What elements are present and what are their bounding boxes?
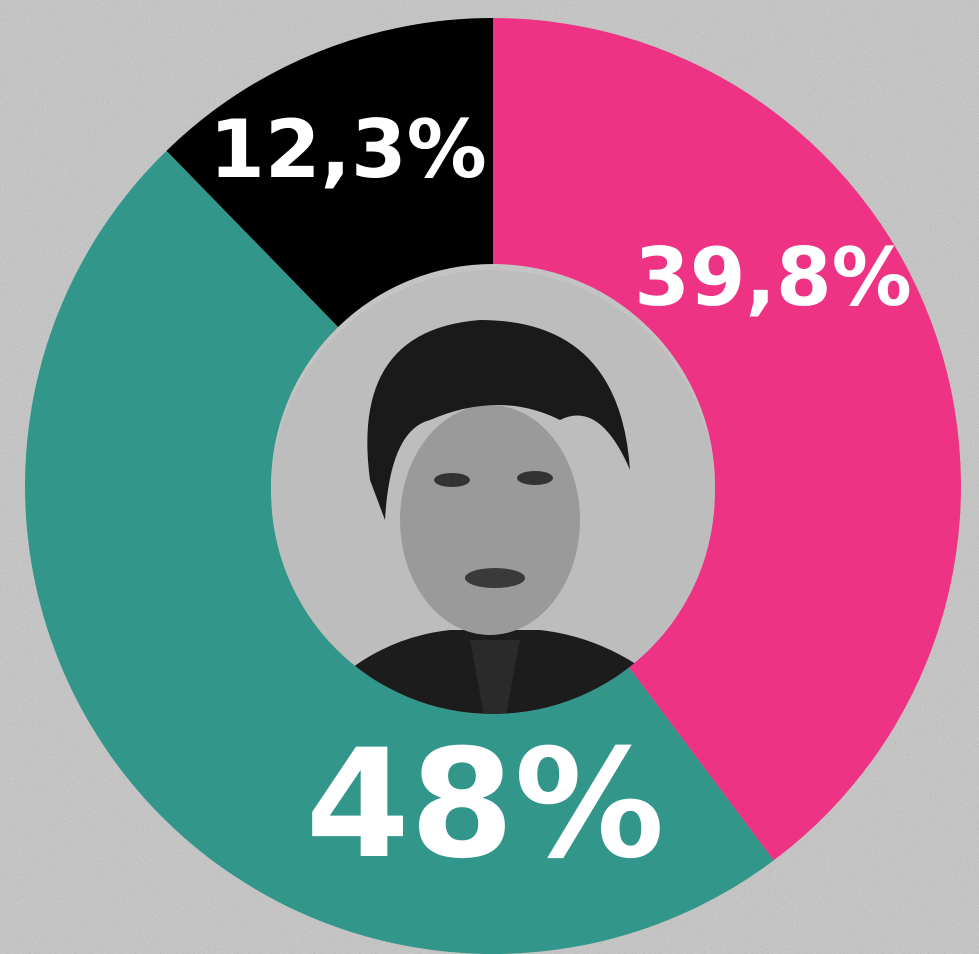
slice — [25, 150, 774, 954]
value-label: 12,3% — [209, 103, 487, 196]
slice — [166, 18, 493, 327]
donut — [25, 18, 961, 954]
slice — [493, 18, 961, 861]
value-label: 39,8% — [634, 231, 912, 324]
value-label: 48% — [305, 718, 664, 892]
